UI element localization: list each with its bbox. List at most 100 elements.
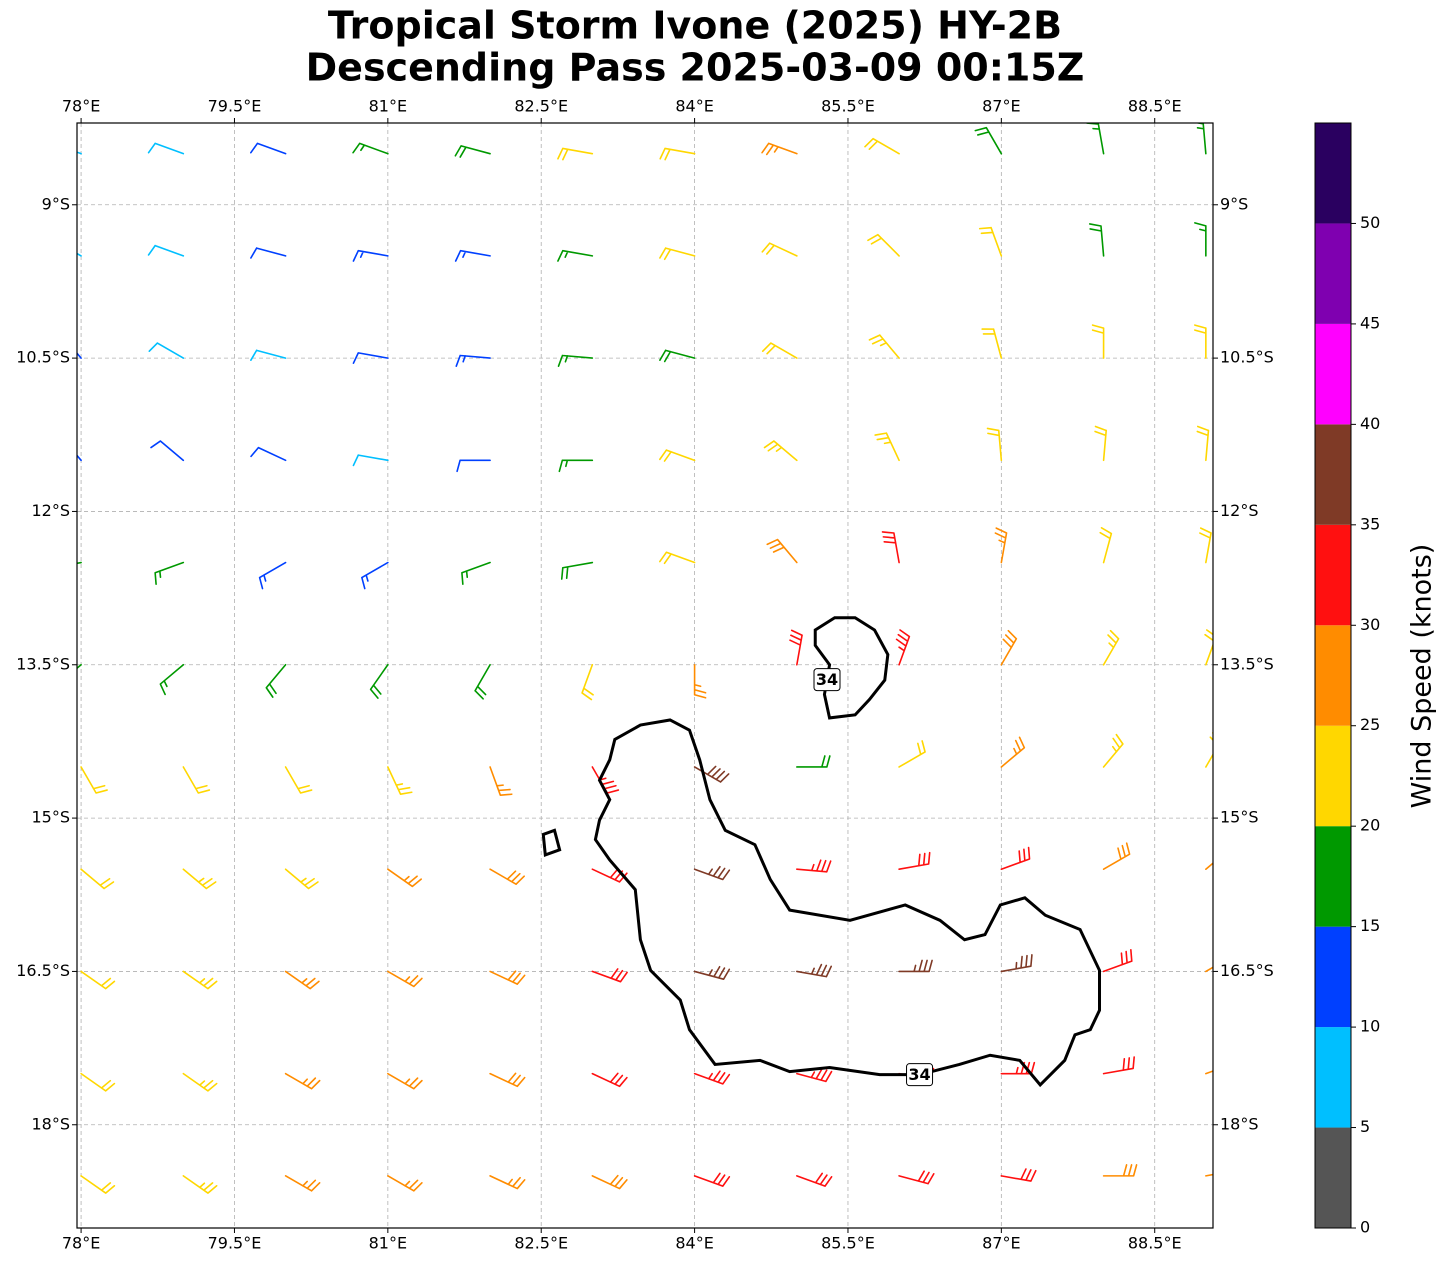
wind-barb: [352, 142, 389, 155]
wind-barb: [182, 1072, 218, 1092]
colorbar-segment: [1315, 1027, 1351, 1128]
wind-barb: [1102, 842, 1131, 871]
chart-title: Tropical Storm Ivone (2025) HY-2B: [328, 4, 1062, 48]
x-tick-label: 78°E: [62, 1234, 100, 1253]
wind-barb: [1205, 862, 1213, 871]
wind-barb: [284, 1072, 321, 1090]
wind-barb: [1099, 527, 1113, 564]
wind-barb: [1199, 527, 1212, 564]
wind-barb: [557, 147, 594, 161]
contour-label: 34: [908, 1065, 930, 1084]
wind-barb: [474, 663, 491, 700]
x-tick-label: 88.5°E: [1128, 97, 1182, 116]
wind-barb: [881, 531, 900, 564]
wind-barb: [1102, 949, 1133, 973]
colorbar-tick-label: 25: [1360, 715, 1380, 734]
colorbar-tick-label: 20: [1360, 816, 1380, 835]
wind-barb: [1091, 324, 1105, 359]
wind-barb: [796, 1172, 833, 1187]
colorbar-tick-label: 5: [1360, 1117, 1370, 1136]
wind-barb: [387, 1175, 423, 1192]
colorbar-segment: [1315, 625, 1351, 726]
wind-barb: [182, 868, 217, 890]
wind-barb: [659, 247, 696, 261]
x-tick-label: 88.5°E: [1128, 1234, 1182, 1253]
wind-barb: [1088, 223, 1105, 257]
wind-barb: [77, 454, 82, 462]
wind-barb: [693, 663, 707, 699]
y-tick-label: 9°S: [1220, 194, 1248, 213]
wind-barb: [352, 352, 389, 365]
wind-barb: [761, 142, 798, 156]
wind-barb: [461, 561, 491, 585]
wind-barb: [796, 1068, 833, 1083]
contour-label-box: [813, 668, 841, 692]
wind-barb: [77, 351, 82, 359]
colorbar-tick-label: 45: [1360, 313, 1380, 332]
x-tick-label: 84°E: [675, 97, 713, 116]
wind-barb: [456, 459, 491, 473]
wind-barb: [1102, 629, 1120, 666]
wind-barb: [898, 1170, 935, 1185]
colorbar-segment: [1315, 826, 1351, 927]
wind-barb: [591, 1072, 628, 1088]
wind-barb: [693, 965, 731, 980]
plot-frame: [76, 122, 1214, 1229]
colorbar-tick-label: 15: [1360, 916, 1380, 935]
wind-barb: [1000, 954, 1033, 973]
wind-barb: [789, 629, 803, 666]
wind-barb: [796, 755, 831, 768]
wind-barb: [898, 740, 926, 768]
y-tick-label: 10.5°S: [1220, 348, 1274, 367]
wind-barb: [981, 328, 1003, 359]
wind-barb: [369, 663, 389, 699]
wind-barb: [1000, 1168, 1037, 1182]
wind-barb: [1194, 324, 1207, 359]
wind-barb: [581, 663, 594, 701]
axes: 78°E 78°E 79.5°E 79.5°E 81°E 81°E 82.5°E 82.5°E…: [16, 97, 1274, 1253]
x-tick-label: 87°E: [982, 1234, 1020, 1253]
wind-barb: [250, 446, 287, 462]
wind-barb: [868, 334, 900, 359]
wind-barb: [455, 354, 491, 367]
wind-barb: [898, 959, 933, 973]
colorbar-frame: [1314, 122, 1352, 1229]
wind-barb: [796, 859, 832, 873]
wind-barb: [147, 142, 185, 155]
colorbar-tick-label: 30: [1360, 615, 1380, 634]
colorbar: 0 5 10 15 20 25 30 35 40 45 50: [1314, 122, 1380, 1237]
wind-barb: [80, 1175, 116, 1194]
wind-barb: [978, 226, 1003, 257]
wind-barb: [591, 1174, 628, 1190]
wind-barb: [557, 354, 594, 367]
contour-label-box: [906, 1063, 934, 1087]
wind-barb: [258, 561, 287, 590]
wind-barb: [1205, 1070, 1213, 1075]
colorbar-segment: [1315, 1127, 1351, 1228]
y-tick-label: 9°S: [42, 194, 70, 213]
wind-barb: [387, 868, 422, 888]
wind-barb: [1194, 222, 1207, 257]
wind-barb: [489, 1072, 526, 1088]
wind-barb: [1204, 629, 1213, 666]
wind-barb: [1094, 425, 1108, 462]
chart-subtitle: Descending Pass 2025-03-09 00:15Z: [306, 46, 1085, 90]
wind-barb: [1102, 1056, 1135, 1075]
x-tick-label: 85.5°E: [821, 97, 875, 116]
wind-barb: [489, 1175, 526, 1190]
colorbar-tick-label: 0: [1360, 1218, 1370, 1237]
wind-barb: [864, 137, 900, 155]
grid: [77, 123, 1213, 1228]
wind-barb: [693, 1070, 731, 1085]
wind-barb: [693, 865, 731, 881]
y-tick-label: 15°S: [1220, 808, 1259, 827]
wind-barb: [284, 970, 320, 990]
wind-barb: [1000, 736, 1026, 768]
wind-barb: [250, 142, 287, 155]
wind-barb: [874, 432, 900, 462]
colorbar-tick-label: 10: [1360, 1017, 1380, 1036]
wind-barb: [387, 1072, 423, 1090]
wind-barb: [148, 342, 185, 359]
wind-barb: [284, 868, 319, 890]
